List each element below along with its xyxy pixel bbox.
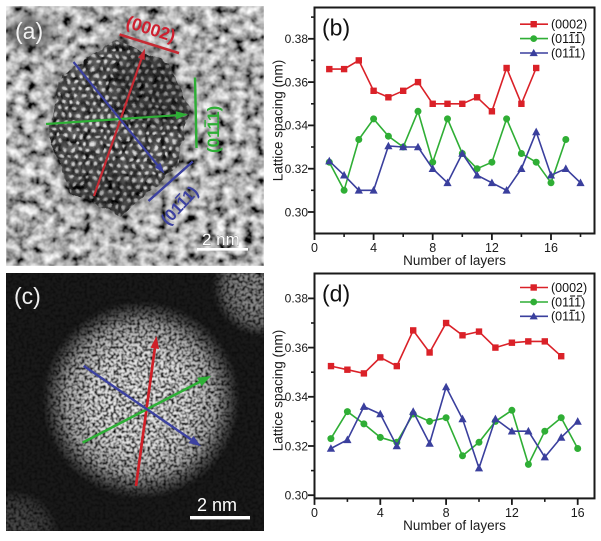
svg-text:4: 4 — [377, 506, 384, 520]
svg-text:0: 0 — [311, 241, 318, 255]
svg-text:0: 0 — [311, 506, 318, 520]
svg-text:Number of layers: Number of layers — [403, 518, 506, 533]
svg-text:(0111): (0111) — [551, 46, 585, 60]
svg-text:0.30: 0.30 — [285, 489, 309, 503]
svg-text:0.34: 0.34 — [285, 390, 309, 404]
svg-text:Lattice spacing (nm): Lattice spacing (nm) — [271, 60, 286, 182]
svg-text:0.36: 0.36 — [285, 341, 309, 355]
svg-text:Lattice spacing (nm): Lattice spacing (nm) — [271, 330, 286, 452]
svg-text:0.38: 0.38 — [285, 292, 309, 306]
svg-text:0.34: 0.34 — [285, 119, 309, 133]
svg-text:0.30: 0.30 — [285, 205, 309, 219]
svg-text:8: 8 — [443, 506, 450, 520]
svg-text:2 nm: 2 nm — [202, 230, 240, 249]
svg-text:0.38: 0.38 — [285, 32, 309, 46]
svg-text:0.32: 0.32 — [285, 162, 309, 176]
svg-text:12: 12 — [505, 506, 519, 520]
svg-text:16: 16 — [571, 506, 585, 520]
svg-text:Number of layers: Number of layers — [403, 253, 506, 268]
svg-text:(0111): (0111) — [551, 295, 585, 309]
svg-text:(0002): (0002) — [551, 18, 587, 32]
svg-text:2 nm: 2 nm — [197, 495, 237, 515]
svg-text:12: 12 — [485, 241, 499, 255]
svg-text:(0002): (0002) — [551, 281, 587, 295]
svg-text:(0111): (0111) — [204, 106, 223, 153]
svg-text:(b): (b) — [322, 15, 350, 41]
svg-text:(a): (a) — [15, 18, 43, 44]
svg-text:0.36: 0.36 — [285, 75, 309, 89]
svg-text:0.32: 0.32 — [285, 439, 309, 453]
svg-text:(c): (c) — [14, 283, 41, 309]
svg-text:(0111): (0111) — [551, 310, 585, 324]
svg-text:4: 4 — [370, 241, 377, 255]
svg-text:8: 8 — [429, 241, 436, 255]
svg-text:16: 16 — [544, 241, 558, 255]
svg-text:(d): (d) — [322, 281, 350, 307]
svg-text:(0111): (0111) — [551, 32, 585, 46]
